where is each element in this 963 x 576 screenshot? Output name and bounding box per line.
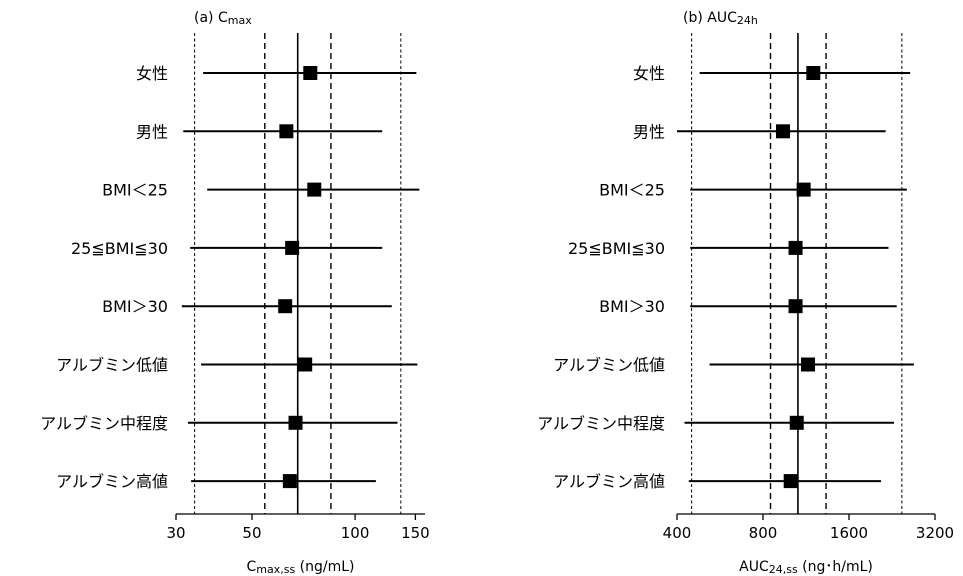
row-label: アルブミン低値 bbox=[553, 356, 665, 375]
row-label: 女性 bbox=[136, 64, 168, 83]
x-axis-label: AUC24,ss (ng･h/mL) bbox=[739, 559, 873, 576]
x-tick-label: 50 bbox=[242, 524, 261, 542]
row-label: BMI＜25 bbox=[599, 181, 665, 200]
point-estimate bbox=[806, 66, 821, 80]
point-estimate bbox=[788, 240, 803, 255]
x-tick-label: 100 bbox=[341, 524, 370, 542]
point-estimate bbox=[288, 415, 303, 430]
point-estimate bbox=[307, 182, 322, 197]
point-estimate bbox=[285, 240, 300, 255]
row-label: アルブミン中程度 bbox=[40, 414, 168, 433]
point-estimate bbox=[279, 124, 294, 139]
x-tick-label: 1600 bbox=[830, 524, 868, 542]
point-estimate bbox=[789, 415, 804, 430]
row-label: 25≦BMI≦30 bbox=[568, 239, 665, 258]
row-label: 25≦BMI≦30 bbox=[71, 239, 168, 258]
point-estimate bbox=[303, 66, 318, 80]
point-estimate bbox=[783, 474, 798, 489]
point-estimate bbox=[278, 299, 293, 314]
row-label: 男性 bbox=[633, 122, 665, 141]
row-label: BMI＞30 bbox=[599, 297, 665, 316]
point-estimate bbox=[282, 474, 297, 489]
row-label: 女性 bbox=[633, 64, 665, 83]
x-tick-label: 3200 bbox=[916, 524, 954, 542]
row-label: 男性 bbox=[136, 122, 168, 141]
panel-title: (b) AUC24h bbox=[683, 10, 758, 27]
x-tick-label: 400 bbox=[663, 524, 692, 542]
row-label: BMI＞30 bbox=[102, 297, 168, 316]
point-estimate bbox=[796, 182, 811, 197]
x-tick-label: 800 bbox=[749, 524, 778, 542]
x-tick-label: 150 bbox=[401, 524, 430, 542]
point-estimate bbox=[776, 124, 791, 139]
row-label: BMI＜25 bbox=[102, 181, 168, 200]
x-axis-label: Cmax,ss (ng/mL) bbox=[246, 559, 354, 576]
row-label: アルブミン中程度 bbox=[537, 414, 665, 433]
point-estimate bbox=[801, 357, 816, 372]
x-tick-label: 30 bbox=[166, 524, 185, 542]
panel-title: (a) Cmax bbox=[194, 10, 252, 27]
row-label: アルブミン高値 bbox=[553, 472, 665, 491]
row-label: アルブミン高値 bbox=[56, 472, 168, 491]
point-estimate bbox=[298, 357, 313, 372]
row-label: アルブミン低値 bbox=[56, 356, 168, 375]
point-estimate bbox=[788, 299, 803, 314]
